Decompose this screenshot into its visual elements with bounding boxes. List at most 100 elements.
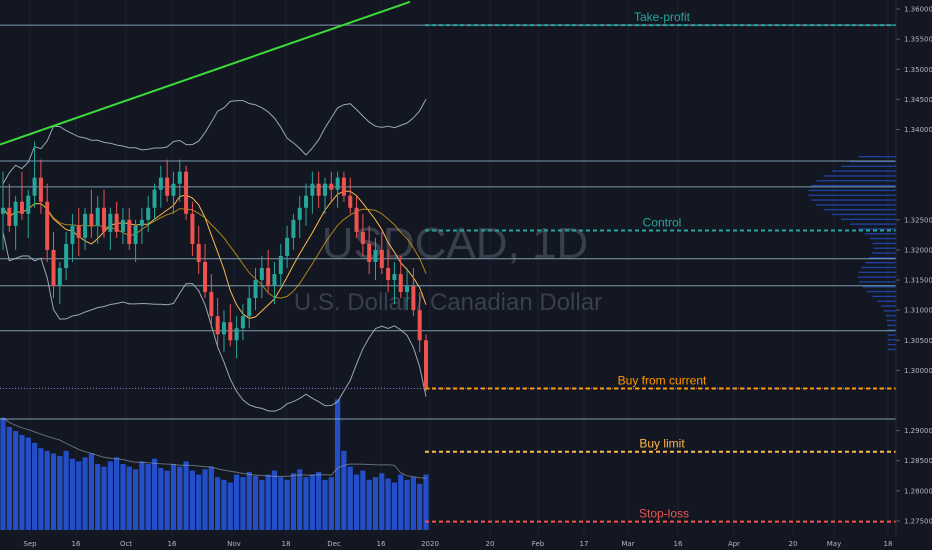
volume-profile-bar bbox=[867, 290, 896, 293]
candle-body bbox=[209, 292, 214, 317]
volume-profile-bar bbox=[887, 343, 896, 346]
volume-bar bbox=[265, 474, 271, 530]
candle-body bbox=[417, 310, 422, 341]
time-axis[interactable]: Sep 16 Oct 16 Nov 18 Dec 16 2020 20 Feb 17 Mar 16 Apr 2… bbox=[0, 536, 932, 550]
volume-bar bbox=[353, 474, 360, 530]
volume-bar bbox=[82, 457, 88, 530]
volume-bar bbox=[177, 466, 183, 530]
volume-profile-bar bbox=[887, 339, 896, 341]
candle-body bbox=[322, 183, 327, 196]
candle-body bbox=[234, 328, 239, 341]
candle-body bbox=[405, 286, 410, 293]
candle-body bbox=[38, 177, 43, 202]
candle-body bbox=[95, 207, 100, 226]
volume-bar bbox=[0, 417, 6, 530]
volume-profile-bar bbox=[811, 199, 896, 201]
candle-body bbox=[26, 195, 31, 214]
price-tick-label: 1.325000 bbox=[904, 216, 932, 224]
volume-profile-bar bbox=[869, 257, 896, 259]
candle-body bbox=[247, 298, 252, 317]
price-tick-label: 1.310000 bbox=[904, 307, 932, 315]
price-tick-label: 1.355000 bbox=[904, 36, 932, 44]
volume-profile-bar bbox=[816, 204, 896, 206]
candle-body bbox=[19, 201, 24, 214]
candle-body bbox=[272, 274, 277, 287]
grid bbox=[29, 0, 889, 536]
volume-profile-bar bbox=[808, 189, 896, 192]
time-tick-label: 18 bbox=[884, 540, 893, 548]
price-tick-label: 1.345000 bbox=[904, 96, 932, 104]
level-label: Buy from current bbox=[618, 373, 707, 387]
trendline-group[interactable] bbox=[0, 0, 411, 146]
candle-body bbox=[51, 249, 56, 287]
time-tick-label: Oct bbox=[120, 540, 132, 548]
volume-bar bbox=[252, 475, 259, 530]
volume-profile-bar bbox=[887, 334, 896, 336]
time-tick-label: Nov bbox=[227, 540, 241, 548]
trendline[interactable] bbox=[0, 0, 411, 146]
volume-bar bbox=[183, 461, 189, 530]
volume-bar bbox=[391, 482, 398, 530]
volume-bar bbox=[69, 458, 76, 530]
time-tick-label: 16 bbox=[72, 540, 81, 548]
candle-body bbox=[102, 207, 107, 232]
volume-profile-bar bbox=[872, 295, 896, 298]
volume-bar bbox=[417, 483, 423, 530]
price-tick-label: 1.305000 bbox=[904, 337, 932, 345]
candle-body bbox=[203, 261, 208, 293]
volume-bar bbox=[38, 448, 44, 530]
candle-body bbox=[13, 201, 18, 226]
volume-bar bbox=[328, 477, 334, 530]
candle-body bbox=[373, 249, 378, 262]
candle-body bbox=[108, 213, 113, 232]
candle-body bbox=[367, 243, 372, 262]
volume-bars bbox=[0, 399, 429, 530]
price-tick-label: 1.285000 bbox=[904, 457, 932, 465]
volume-profile-bar bbox=[887, 329, 896, 331]
volume-profile-bar bbox=[841, 218, 896, 221]
volume-bar bbox=[316, 471, 322, 530]
volume-bar bbox=[44, 450, 50, 530]
volume-profile-bar bbox=[816, 180, 896, 182]
candle-body bbox=[240, 316, 245, 329]
candle-body bbox=[285, 237, 290, 256]
candle-body bbox=[354, 207, 359, 232]
time-tick-label: 20 bbox=[486, 540, 495, 548]
volume-bar bbox=[202, 469, 208, 530]
volume-profile-bar bbox=[886, 319, 896, 322]
price-tick-label: 1.280000 bbox=[904, 487, 932, 495]
candle-body bbox=[127, 219, 132, 244]
time-tick-label: 16 bbox=[168, 540, 177, 548]
volume-profile-bar bbox=[858, 281, 896, 283]
volume-bar bbox=[278, 477, 284, 530]
volume-profile-bar bbox=[887, 324, 896, 327]
level-label: Buy limit bbox=[639, 437, 685, 451]
candle-body bbox=[411, 286, 416, 311]
candle-body bbox=[184, 171, 189, 214]
level-label: Take-profit bbox=[634, 10, 691, 24]
volume-bar bbox=[366, 479, 372, 530]
volume-bar bbox=[322, 479, 328, 530]
volume-bar bbox=[95, 464, 101, 530]
volume-bar bbox=[139, 461, 145, 530]
candle-body bbox=[89, 213, 94, 226]
candle-body bbox=[120, 219, 125, 232]
candle-body bbox=[83, 213, 88, 238]
price-axis[interactable]: 1.360000 1.355000 1.350000 1.345000 1.340000… bbox=[895, 0, 932, 536]
volume-bar bbox=[189, 470, 196, 530]
time-tick-label: Feb bbox=[532, 540, 545, 548]
candle-body bbox=[386, 268, 391, 281]
time-tick-label: 17 bbox=[580, 540, 589, 548]
time-tick-label: 18 bbox=[282, 540, 291, 548]
volume-bar bbox=[114, 457, 120, 530]
candle-body bbox=[266, 268, 271, 287]
candle-body bbox=[45, 201, 50, 250]
volume-bar bbox=[303, 477, 309, 530]
volume-bar bbox=[76, 461, 82, 530]
volume-bar bbox=[246, 471, 252, 530]
candle-body bbox=[221, 322, 226, 335]
volume-bar bbox=[385, 478, 391, 530]
volume-profile-bar bbox=[857, 276, 896, 278]
